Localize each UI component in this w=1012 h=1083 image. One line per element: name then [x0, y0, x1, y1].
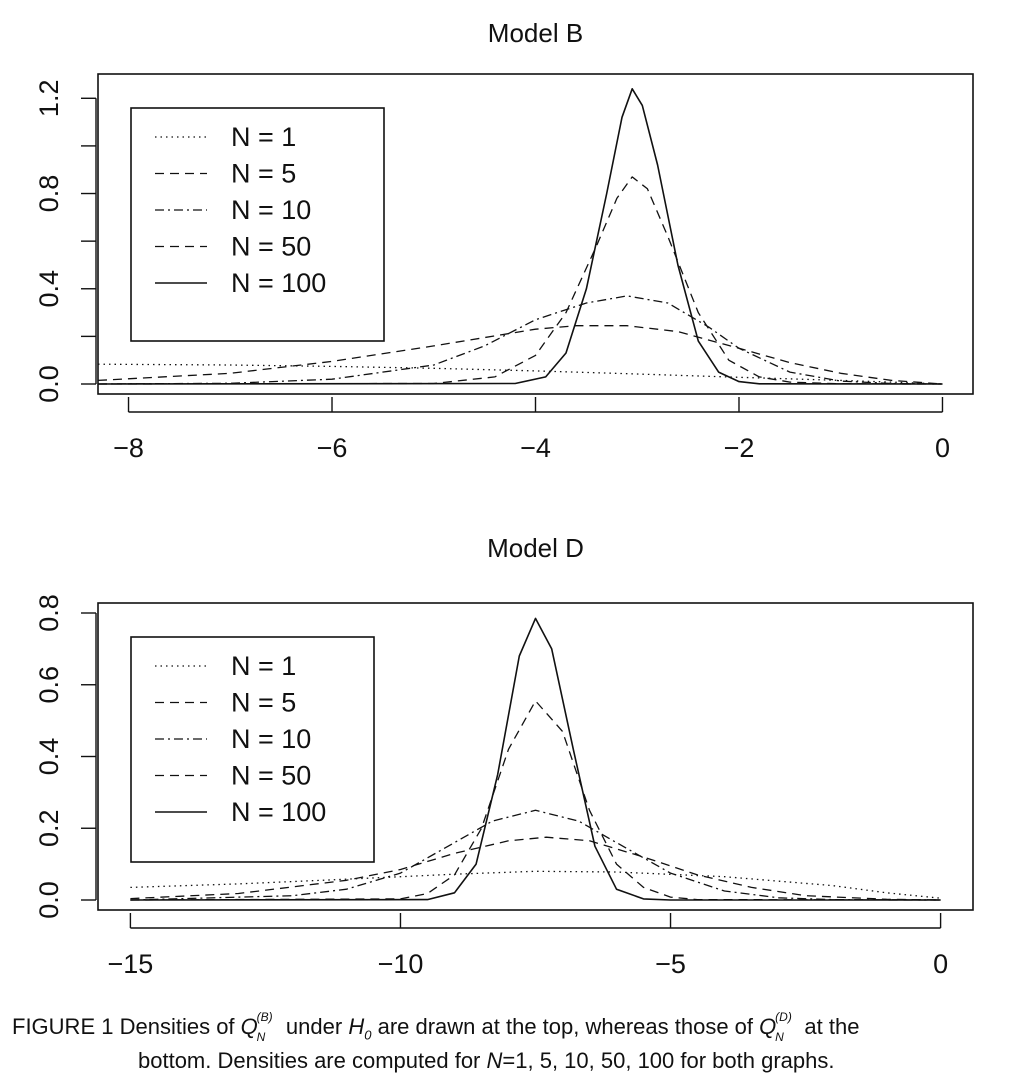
q-b-symbol: Q (B) N [240, 1010, 273, 1044]
model-b-panel: Model B−8 −6 −4 −2 00.00.40.81.2N = 1N = 5N … [34, 18, 974, 463]
model-d-panel: Model D−15 −10 −5 00.00.20.40.60.8N = 1N = … [34, 533, 974, 979]
model-d-frame [97, 602, 974, 911]
model-d-series-5-line [130, 617, 941, 901]
model-b-series-5-line [97, 88, 943, 385]
caption-line-1: FIGURE 1 Densities of Q (B) N under H0 are… [12, 1010, 860, 1044]
model-d-x-tick-label: −10 [378, 949, 424, 979]
model-d-legend-label: N = 50 [231, 761, 311, 791]
model-d-x-tick-label: 0 [933, 949, 948, 979]
model-d-y-axis: 0.0 0.2 0.4 0.6 0.8 [34, 594, 97, 919]
model-d-series-3-line [130, 809, 941, 901]
model-b-title: Model B [488, 18, 583, 48]
caption-label: FIGURE 1 [12, 1014, 114, 1039]
model-d-y-tick-label: 0.6 [34, 666, 64, 704]
model-d-series-1-line [130, 870, 941, 899]
model-d-legend: N = 1 N = 5 N = 10 N = 50 N = 100 [130, 636, 375, 863]
model-b-legend-label: N = 10 [231, 195, 311, 225]
model-b-series-group [97, 88, 943, 385]
model-b-legend: N = 1 N = 5 N = 10 N = 50 N = 100 [130, 107, 385, 342]
model-b-y-tick-label: 0.4 [34, 270, 64, 308]
model-b-x-tick-label: −2 [724, 433, 755, 463]
q-d-symbol: Q (D) N [759, 1010, 792, 1044]
model-d-x-tick-label: −5 [655, 949, 686, 979]
figure-caption: FIGURE 1 Densities of Q (B) N under H0 are… [12, 1010, 1002, 1074]
model-b-legend-label: N = 1 [231, 122, 296, 152]
model-d-legend-label: N = 10 [231, 724, 311, 754]
model-d-y-tick-label: 0.2 [34, 809, 64, 847]
model-b-x-tick-label: −6 [317, 433, 348, 463]
model-b-legend-label: N = 50 [231, 232, 311, 262]
model-d-y-tick-label: 0.0 [34, 881, 64, 919]
model-d-legend-label: N = 100 [231, 797, 326, 827]
model-b-y-tick-label: 0.8 [34, 175, 64, 213]
model-b-x-axis: −8 −6 −4 −2 0 [113, 397, 950, 463]
model-b-x-tick-label: −8 [113, 433, 144, 463]
model-b-y-tick-label: 0.0 [34, 365, 64, 403]
model-b-y-axis: 0.0 0.4 0.8 1.2 [34, 80, 97, 403]
model-b-legend-label: N = 100 [231, 268, 326, 298]
model-b-x-tick-label: 0 [935, 433, 950, 463]
model-b-y-tick-label: 1.2 [34, 80, 64, 118]
model-d-series-4-line [130, 700, 941, 901]
model-b-series-3-line [97, 295, 943, 385]
h0-symbol: H0 [348, 1014, 372, 1043]
model-d-y-tick-label: 0.4 [34, 738, 64, 776]
model-b-frame [97, 73, 974, 395]
model-d-x-axis: −15 −10 −5 0 [108, 913, 948, 979]
model-d-y-tick-label: 0.8 [34, 594, 64, 632]
model-b-series-2-line [97, 325, 943, 385]
model-b-x-tick-label: −4 [520, 433, 551, 463]
model-d-legend-label: N = 1 [231, 651, 296, 681]
model-d-title: Model D [487, 533, 584, 563]
model-b-series-4-line [97, 176, 943, 385]
model-d-x-tick-label: −15 [108, 949, 154, 979]
model-d-legend-label: N = 5 [231, 688, 296, 718]
model-b-legend-label: N = 5 [231, 159, 296, 189]
caption-line-2: bottom. Densities are computed for N=1, … [138, 1048, 835, 1074]
figure: Model B−8 −6 −4 −2 00.00.40.81.2N = 1N = 5N … [34, 18, 974, 979]
model-d-series-group [130, 617, 941, 901]
model-d-series-2-line [130, 836, 941, 901]
